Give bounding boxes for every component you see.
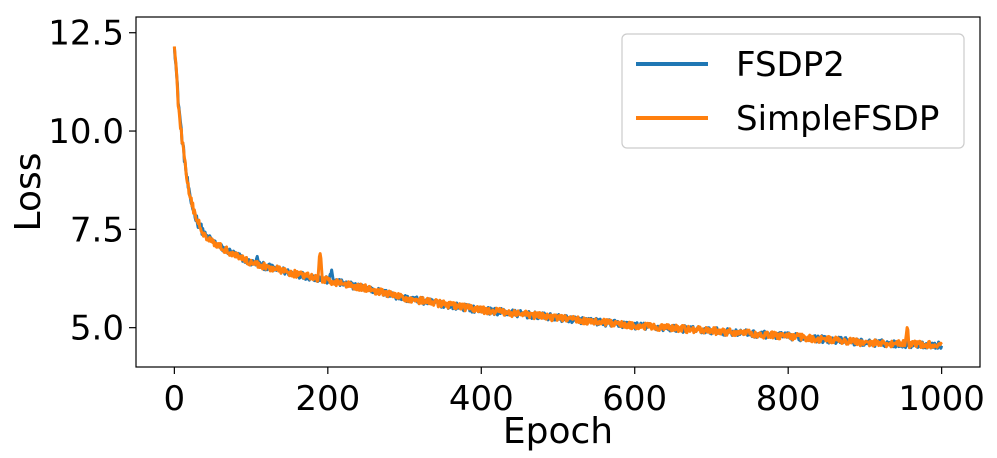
x-axis-ticks: 0 200 400 600 800 1000 bbox=[164, 367, 985, 419]
legend: FSDP2 SimpleFSDP bbox=[621, 33, 965, 149]
y-tick-label: 10.0 bbox=[48, 112, 124, 152]
legend-label-simplefsdp: SimpleFSDP bbox=[736, 99, 939, 139]
x-axis-label: Epoch bbox=[503, 411, 613, 452]
legend-label-fsdp2: FSDP2 bbox=[736, 45, 845, 85]
series-line-simplefsdp bbox=[172, 46, 943, 350]
y-tick-label: 5.0 bbox=[70, 309, 124, 349]
y-tick-label: 7.5 bbox=[70, 210, 124, 250]
x-tick-label: 200 bbox=[295, 379, 360, 419]
y-tick-label: 12.5 bbox=[48, 14, 124, 54]
x-tick-label: 400 bbox=[449, 379, 514, 419]
y-axis-label: Loss bbox=[8, 153, 49, 232]
x-tick-label: 0 bbox=[164, 379, 186, 419]
x-tick-label: 600 bbox=[602, 379, 667, 419]
y-axis-ticks: 5.0 7.5 10.0 12.5 bbox=[48, 14, 136, 349]
series-layer bbox=[172, 46, 944, 350]
x-tick-label: 800 bbox=[756, 379, 821, 419]
x-tick-label: 1000 bbox=[898, 379, 985, 419]
plot-area-frame bbox=[135, 16, 981, 368]
